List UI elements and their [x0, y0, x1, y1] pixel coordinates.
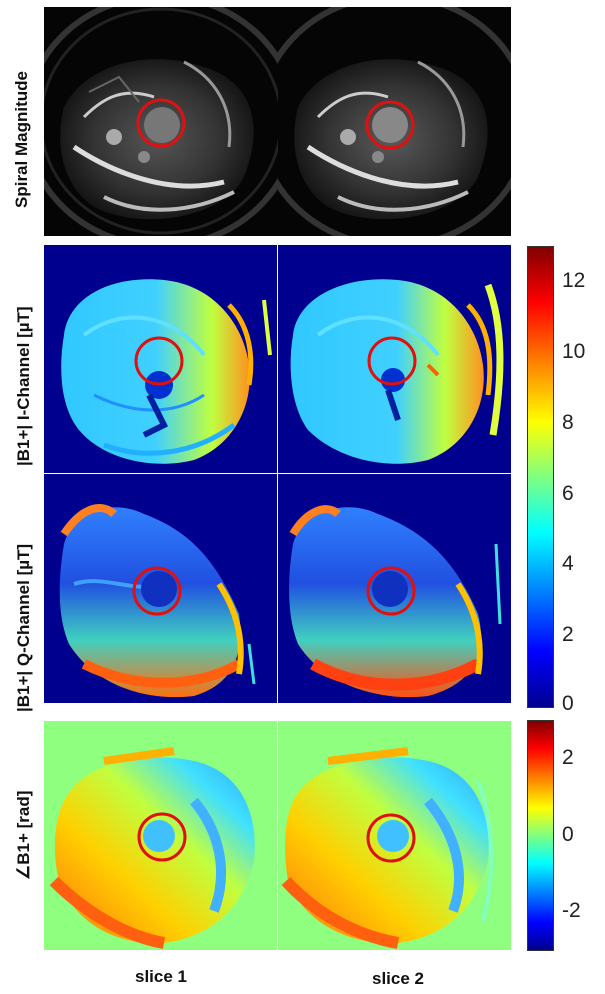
phase-slice-1-map [44, 721, 277, 950]
phase-tick-label: -2 [562, 898, 581, 922]
roi-circle [366, 813, 416, 863]
phase-tick-label: 0 [562, 822, 574, 846]
row-label-magnitude: Spiral Magnitude [12, 71, 31, 208]
column-label-slice-1: slice 1 [135, 967, 187, 986]
magnitude-tick-label: 8 [562, 410, 574, 434]
roi-circle [134, 336, 184, 386]
i-channel-slice-2-map [278, 245, 511, 473]
phase-slice-2-map [278, 721, 511, 950]
roi-circle [137, 812, 187, 862]
row-label-i-channel: |B1+| I-Channel [µT] [14, 306, 33, 466]
roi-circle [365, 100, 415, 150]
magnitude-tick-label: 12 [562, 269, 586, 293]
magnitude-slice-1-image [44, 7, 278, 236]
magnitude-tick-label: 4 [562, 552, 574, 576]
phase-tick-label: 2 [562, 746, 574, 770]
i-channel-slice-1-map [44, 245, 277, 473]
roi-circle [367, 336, 417, 386]
roi-circle [132, 566, 182, 616]
magnitude-tick-label: 6 [562, 481, 574, 505]
roi-circle [366, 566, 416, 616]
column-label-slice-2: slice 2 [372, 969, 424, 988]
q-channel-slice-2-map [278, 474, 511, 703]
q-channel-slice-1-map [44, 474, 277, 703]
colorbar-magnitude [527, 246, 554, 708]
magnitude-tick-label: 2 [562, 623, 574, 647]
row-label-q-channel: |B1+| Q-Channel [µT] [14, 543, 33, 712]
magnitude-slice-2-image [278, 7, 511, 236]
roi-circle [136, 98, 186, 148]
magnitude-tick-label: 0 [562, 692, 574, 715]
magnitude-tick-label: 10 [562, 340, 586, 364]
row-label-phase: ∠B1+ [rad] [14, 790, 33, 880]
colorbar-phase [527, 720, 554, 951]
